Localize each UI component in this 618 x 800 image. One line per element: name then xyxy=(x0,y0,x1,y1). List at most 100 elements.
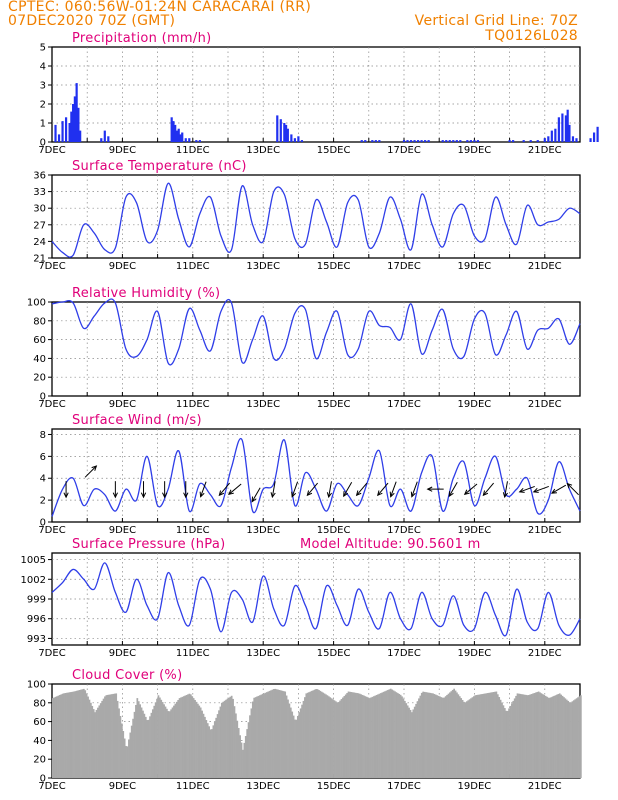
cloud-cover-column xyxy=(519,693,522,778)
cloud-cover-column xyxy=(518,693,520,778)
cloud-cover-column xyxy=(371,696,374,778)
cloud-cover-column xyxy=(166,708,168,778)
cloud-cover-column xyxy=(185,694,188,778)
cloud-cover-column xyxy=(104,696,106,778)
cloud-cover-column xyxy=(59,694,61,778)
cloud-cover-column xyxy=(88,699,91,778)
wind-ytick-label: 6 xyxy=(40,452,46,463)
wind-arrow xyxy=(502,481,509,499)
precip-bar xyxy=(364,140,367,142)
wind-series-line xyxy=(51,437,581,517)
cloud-cover-column xyxy=(282,691,285,778)
wind-arrow-shaft xyxy=(306,482,319,496)
precip-bar xyxy=(554,128,557,142)
humidity-ytick-label: 40 xyxy=(33,354,46,365)
run-date-header: 07DEC2020 70Z (GMT) xyxy=(8,13,176,29)
cloud-cover-column xyxy=(388,689,391,778)
precip-bar xyxy=(175,130,179,142)
cloud-cover-column xyxy=(275,689,278,778)
humidity-xtick-label: 11DEC xyxy=(176,399,210,410)
precip-bar xyxy=(378,140,381,142)
cloud-cover-column xyxy=(261,694,264,778)
cloud-cover-column xyxy=(149,716,151,778)
precip-bar xyxy=(57,134,61,142)
cloud-cover-xtick-label: 21DEC xyxy=(528,781,562,792)
cloud-cover-column xyxy=(201,710,203,778)
precip-bar xyxy=(174,124,177,142)
cloud-cover-column xyxy=(470,698,472,778)
wind-arrow-shaft xyxy=(271,481,276,498)
cloud-cover-column xyxy=(368,698,371,778)
cloud-cover-column xyxy=(305,693,308,778)
cloud-cover-column xyxy=(230,695,233,778)
humidity-xtick-label: 19DEC xyxy=(458,399,492,410)
cloud-cover-column xyxy=(456,692,458,778)
precipitation-ytick-label: 2 xyxy=(40,100,46,111)
cloud-cover-column xyxy=(416,701,419,778)
precip-bar xyxy=(536,140,539,142)
cloud-cover-column xyxy=(273,689,275,778)
cloud-cover-column xyxy=(506,710,509,778)
cloud-cover-column xyxy=(277,689,279,778)
wind-arrow-shaft xyxy=(328,481,332,498)
cloud-cover-column xyxy=(567,700,570,778)
cloud-cover-column xyxy=(60,694,63,778)
precipitation-xtick-label: 13DEC xyxy=(246,145,280,156)
cloud-cover-column xyxy=(251,701,254,778)
precip-bar xyxy=(568,124,571,142)
cloud-cover-column xyxy=(499,699,502,778)
cloud-cover-column xyxy=(181,696,184,778)
cloud-cover-column xyxy=(205,720,208,778)
cloud-cover-column xyxy=(229,696,232,778)
wind-arrow xyxy=(84,465,98,478)
cloud-cover-column xyxy=(122,731,125,778)
cloud-cover-column xyxy=(384,691,386,778)
cloud-cover-column xyxy=(353,692,356,778)
wind-arrow-shaft xyxy=(343,481,353,497)
cloud-cover-column xyxy=(235,713,237,778)
cloud-cover-column xyxy=(575,698,578,778)
cloud-cover-column xyxy=(66,692,68,778)
cloud-cover-xtick-label: 11DEC xyxy=(176,781,210,792)
cloud-cover-column xyxy=(405,703,408,778)
wind-frame xyxy=(51,428,581,523)
cloud-cover-column xyxy=(271,689,274,778)
precip-bar xyxy=(286,128,289,142)
cloud-cover-ytick-label: 100 xyxy=(27,680,46,691)
cloud-cover-column xyxy=(281,690,284,778)
cloud-cover-column xyxy=(412,709,415,778)
cloud-cover-column xyxy=(74,691,77,778)
cloud-cover-column xyxy=(332,699,334,778)
cloud-cover-column xyxy=(143,713,146,778)
cloud-cover-column xyxy=(170,709,172,778)
cloud-cover-column xyxy=(91,705,94,778)
cloud-cover-column xyxy=(577,697,579,778)
cloud-cover-column xyxy=(257,695,260,778)
cloud-cover-column xyxy=(133,711,136,778)
precip-bar xyxy=(566,109,569,142)
precipitation-panel: 7DEC 9DEC 11DEC 13DEC 15DEC 17DEC 19DEC 21DEC 0 1… xyxy=(38,31,599,156)
cloud-cover-column xyxy=(513,698,516,778)
cloud-cover-column xyxy=(287,699,289,778)
pressure-title: Surface Pressure (hPa) xyxy=(72,537,226,552)
cloud-cover-column xyxy=(523,694,526,778)
cloud-cover-column xyxy=(97,707,99,778)
cloud-cover-column xyxy=(53,697,56,778)
cloud-cover-column xyxy=(295,719,298,778)
cloud-cover-column xyxy=(327,696,330,778)
cloud-cover-column xyxy=(225,699,227,778)
cloud-cover-column xyxy=(484,693,486,778)
cloud-cover-column xyxy=(505,710,508,778)
cloud-cover-column xyxy=(182,696,185,778)
cloud-cover-column xyxy=(120,723,123,778)
cloud-cover-column xyxy=(94,712,96,778)
cloud-cover-column xyxy=(543,695,546,778)
precip-bar xyxy=(54,124,57,142)
cloud-cover-column xyxy=(488,692,491,778)
cloud-cover-panel: 7DEC 9DEC 11DEC 13DEC 15DEC 17DEC 19DEC 21DEC 0 2… xyxy=(27,668,582,792)
wind-arrow xyxy=(343,481,353,498)
precip-bar xyxy=(177,128,180,142)
cloud-cover-column xyxy=(385,690,388,778)
humidity-ytick-label: 0 xyxy=(40,392,46,403)
cloud-cover-column xyxy=(502,705,505,778)
